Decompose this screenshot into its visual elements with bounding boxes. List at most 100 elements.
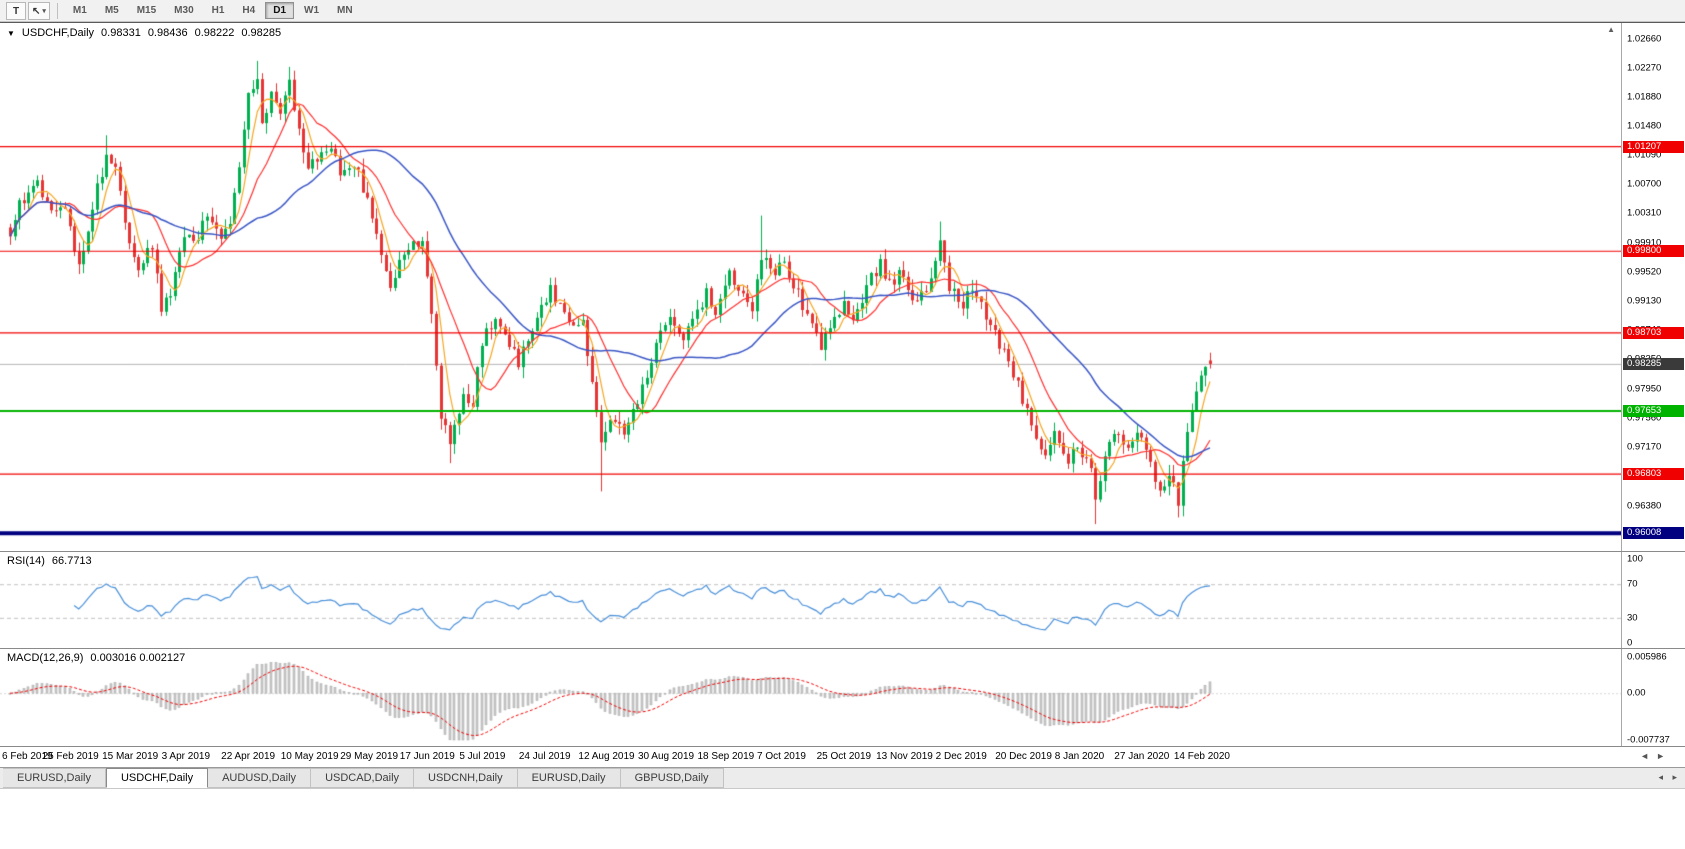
rsi-label: RSI(14) 66.7713 (7, 555, 92, 567)
tab-gbpusd-daily[interactable]: GBPUSD,Daily (620, 768, 724, 788)
text-tool-button[interactable]: T (6, 2, 26, 21)
macd-label: MACD(12,26,9) 0.003016 0.002127 (7, 652, 185, 664)
tab-audusd-daily[interactable]: AUDUSD,Daily (208, 768, 312, 788)
rsi-value: 66.7713 (51, 555, 92, 567)
ohlc-high: 0.98436 (147, 27, 188, 39)
macd-axis: 0.005986 0.00 -0.007737 (1621, 649, 1685, 746)
timeframe-button-h4[interactable]: H4 (242, 5, 256, 16)
timeframe-button-h1[interactable]: H1 (211, 5, 225, 16)
tab-usdcnh-daily[interactable]: USDCNH,Daily (414, 768, 518, 788)
price-tick: 1.02660 (1627, 33, 1662, 45)
date-tick: 3 Apr 2019 (161, 751, 210, 762)
tab-bar: ◂ ▸ EURUSD,Daily USDCHF,Daily AUDUSD,Daily… (0, 768, 1685, 789)
price-level-badge: 0.96803 (1623, 468, 1684, 481)
price-level-badge: 0.99800 (1623, 245, 1684, 258)
timeframe-button-w1[interactable]: W1 (304, 5, 320, 16)
tab-usdcad-daily[interactable]: USDCAD,Daily (311, 768, 415, 788)
macd-name: MACD(12,26,9) (7, 652, 84, 664)
rsi-axis: 100 70 30 0 (1621, 552, 1685, 649)
date-tick: 15 Mar 2019 (102, 751, 159, 762)
ohlc-open: 0.98331 (101, 27, 141, 39)
candlestick-chart-canvas[interactable] (0, 23, 1621, 553)
date-tick: 13 Nov 2019 (876, 751, 933, 762)
price-tick: 1.00310 (1627, 207, 1662, 219)
price-tick: 1.02270 (1627, 62, 1662, 74)
date-tick: 25 Feb 2019 (42, 751, 99, 762)
date-tick: 10 May 2019 (280, 751, 339, 762)
rsi-chart-canvas[interactable] (0, 552, 1621, 649)
date-tick: 2 Dec 2019 (935, 751, 987, 762)
timeframe-button-m30[interactable]: M30 (174, 5, 194, 16)
price-axis: 1.02660 1.02270 1.01880 1.01480 1.01090 1.007… (1621, 23, 1685, 551)
macd-panel: MACD(12,26,9) 0.003016 0.002127 0.005986… (0, 649, 1685, 747)
date-tick: 18 Sep 2019 (697, 751, 755, 762)
price-level-badge: 0.96008 (1623, 527, 1684, 540)
scroll-up-icon[interactable]: ▲ (1607, 25, 1615, 34)
price-level-badge: 1.01207 (1623, 140, 1684, 153)
price-tick: 1.00700 (1627, 178, 1662, 190)
current-price-badge: 0.98285 (1623, 357, 1684, 370)
main-chart-panel: ▼ USDCHF,Daily 0.98331 0.98436 0.98222 0… (0, 22, 1685, 553)
tab-scroll-left-icon[interactable]: ◂ (1658, 772, 1663, 782)
rsi-tick: 70 (1627, 578, 1638, 590)
rsi-tick: 100 (1627, 553, 1643, 565)
macd-tick: 0.00 (1627, 687, 1646, 699)
date-tick: 8 Jan 2020 (1054, 751, 1105, 762)
price-tick: 1.01090 (1627, 149, 1662, 161)
macd-chart-canvas[interactable] (0, 649, 1621, 747)
date-tick: 22 Apr 2019 (221, 751, 276, 762)
top-toolbar: T ↖ ▾ M1 M5 M15 M30 H1 H4 D1 W1 MN (0, 0, 1685, 22)
price-tick: 0.97170 (1627, 441, 1662, 453)
window-filler (0, 789, 1685, 849)
pointer-tool-button[interactable]: ↖ ▾ (28, 2, 50, 21)
scroll-left-icon[interactable]: ◄ (1640, 751, 1649, 761)
timeframe-button-mn[interactable]: MN (337, 5, 353, 16)
date-tick: 30 Aug 2019 (637, 751, 695, 762)
tab-eurusd-daily[interactable]: EURUSD,Daily (517, 768, 621, 788)
price-tick: 0.97560 (1627, 412, 1662, 424)
tool-button-group: T ↖ ▾ (5, 1, 51, 21)
toolbar-separator (56, 2, 58, 19)
macd-tick: 0.005986 (1627, 651, 1667, 663)
rsi-tick: 0 (1627, 637, 1633, 649)
price-tick: 0.96380 (1627, 500, 1662, 512)
chart-header: ▼ USDCHF,Daily 0.98331 0.98436 0.98222 0… (7, 27, 281, 39)
chevron-down-icon: ▾ (42, 8, 46, 16)
timeframe-button-d1[interactable]: D1 (265, 2, 295, 19)
date-tick: 14 Feb 2020 (1173, 751, 1230, 762)
price-level-badge: 0.97653 (1623, 404, 1684, 417)
timeframe-button-m5[interactable]: M5 (104, 5, 119, 16)
symbol-dropdown-icon[interactable]: ▼ (7, 28, 15, 38)
date-tick: 27 Jan 2020 (1114, 751, 1170, 762)
symbol-label: USDCHF,Daily (21, 27, 95, 39)
date-tick: 6 Feb 2019 (2, 751, 53, 762)
tab-scroll-right-icon[interactable]: ▸ (1672, 772, 1677, 782)
date-tick: 5 Jul 2019 (459, 751, 506, 762)
price-tick: 1.01480 (1627, 120, 1662, 132)
macd-value: 0.003016 0.002127 (90, 652, 186, 664)
price-tick: 0.99130 (1627, 295, 1662, 307)
timeframe-button-m1[interactable]: M1 (72, 5, 87, 16)
rsi-tick: 30 (1627, 612, 1638, 624)
macd-tick: -0.007737 (1627, 734, 1670, 746)
rsi-panel: RSI(14) 66.7713 100 70 30 0 (0, 552, 1685, 649)
date-tick: 20 Dec 2019 (995, 751, 1052, 762)
ohlc-low: 0.98222 (194, 27, 235, 39)
ohlc-close: 0.98285 (241, 27, 282, 39)
rsi-name: RSI(14) (7, 555, 45, 567)
price-tick: 0.97950 (1627, 383, 1662, 395)
tab-usdchf-daily[interactable]: USDCHF,Daily (105, 768, 209, 788)
tab-eurusd-daily[interactable]: EURUSD,Daily (3, 768, 106, 788)
timeframe-group: M1 M5 M15 M30 H1 H4 D1 W1 MN (64, 2, 362, 19)
date-tick: 7 Oct 2019 (757, 751, 806, 762)
date-tick: 24 Jul 2019 (518, 751, 571, 762)
price-level-badge: 0.98703 (1623, 326, 1684, 339)
price-tick: 1.01880 (1627, 91, 1662, 103)
date-tick: 17 Jun 2019 (399, 751, 455, 762)
price-tick: 0.99520 (1627, 266, 1662, 278)
date-tick: 25 Oct 2019 (816, 751, 872, 762)
scroll-right-icon[interactable]: ► (1656, 751, 1665, 761)
timeframe-button-m15[interactable]: M15 (136, 5, 157, 16)
date-tick: 12 Aug 2019 (578, 751, 635, 762)
date-axis: ◄ ► 6 Feb 2019 25 Feb 2019 15 Mar 2019 3 Ap… (0, 747, 1685, 768)
